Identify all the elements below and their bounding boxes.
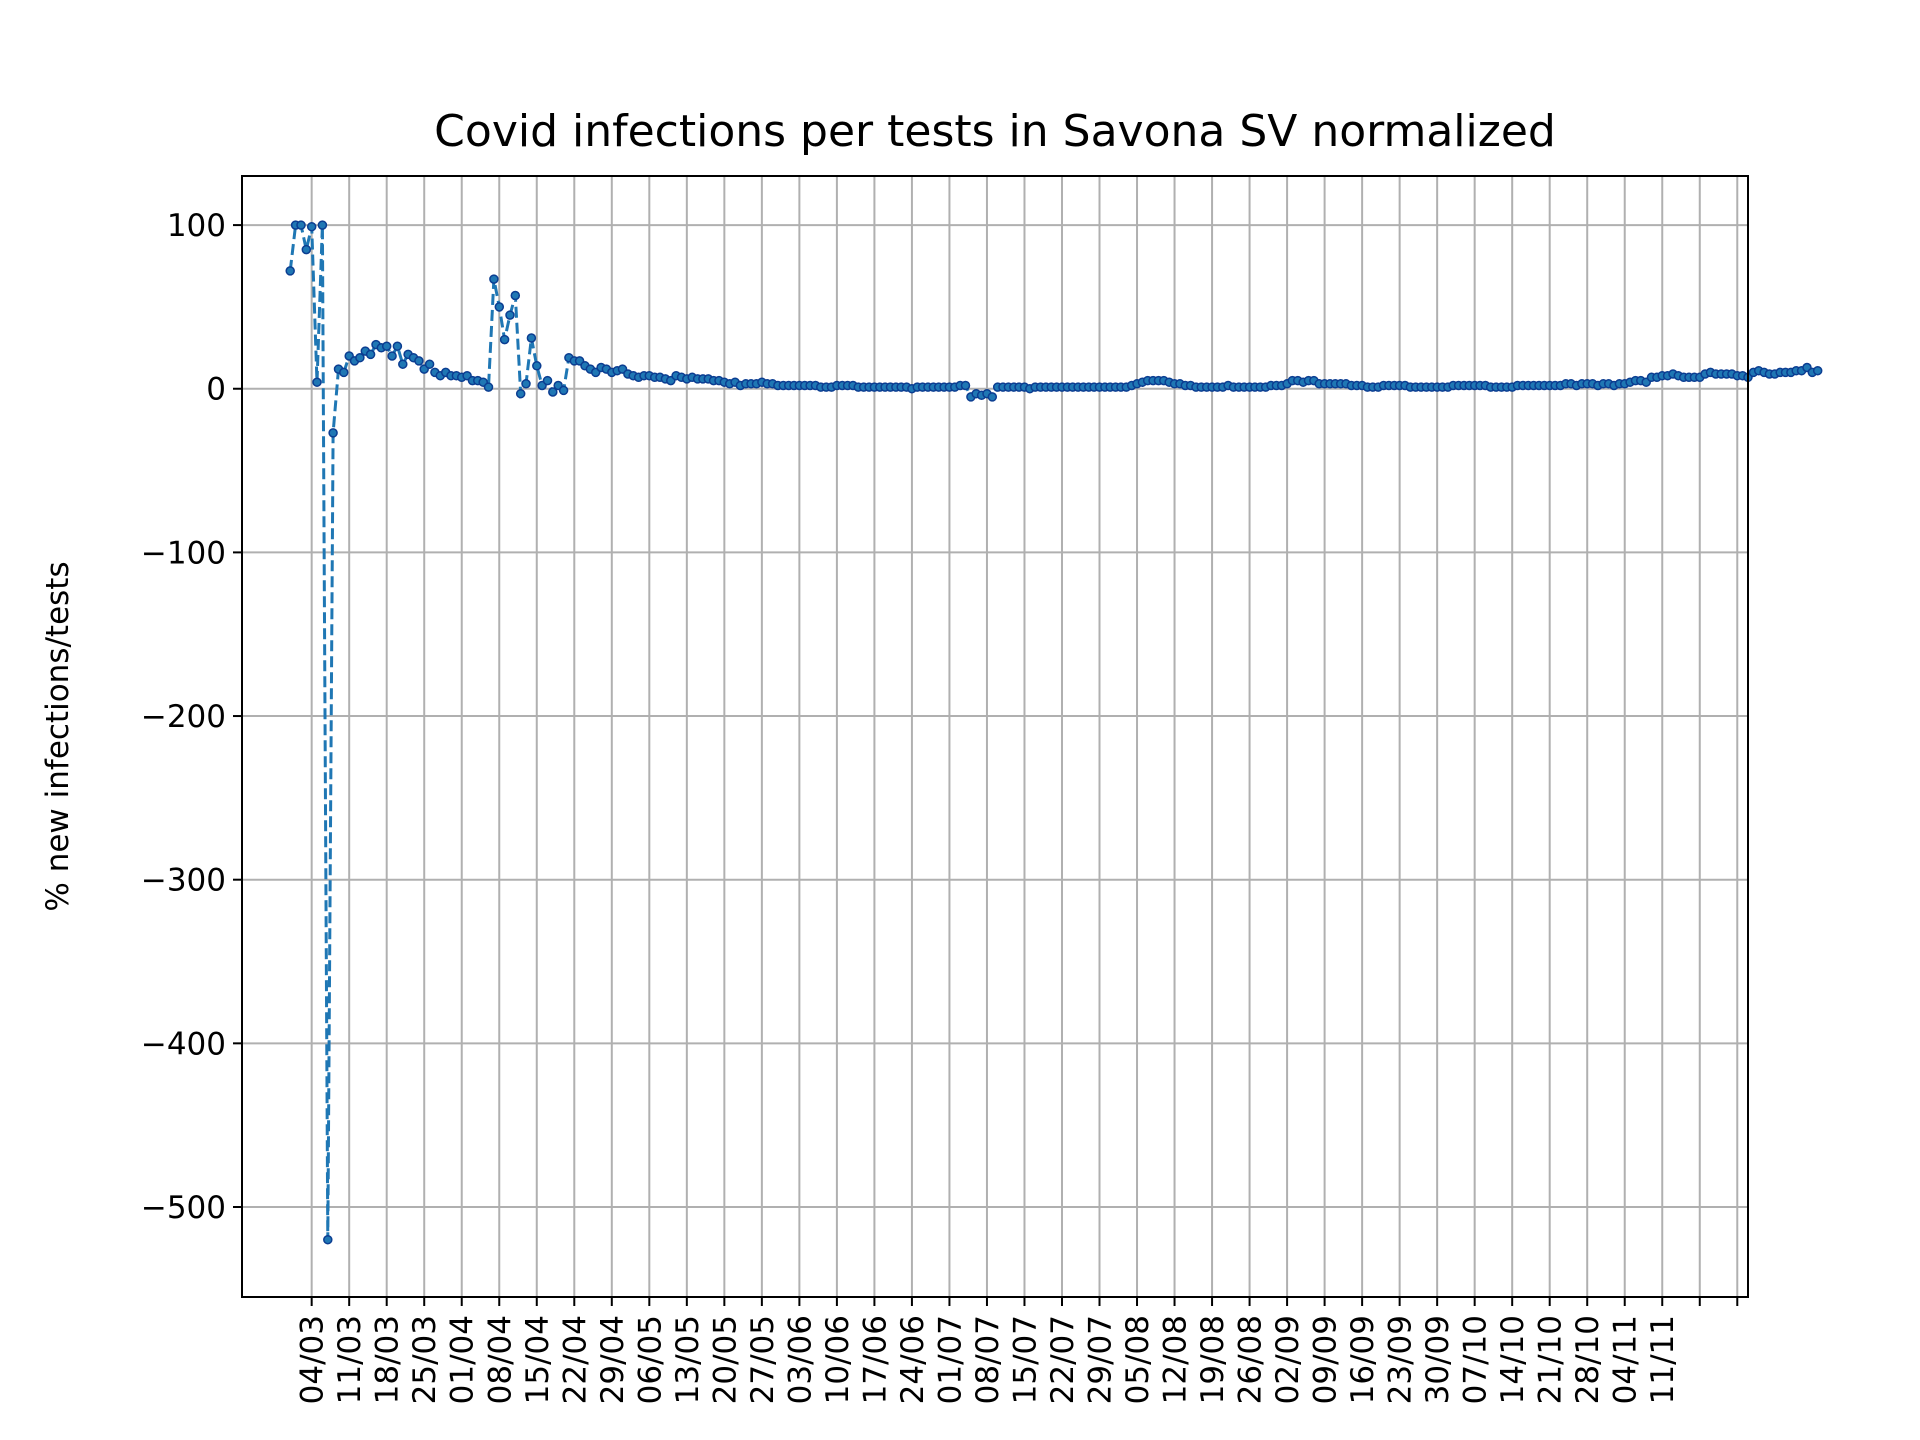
y-tick-label: 0 — [206, 372, 226, 408]
x-tick-label: 15/04 — [520, 1315, 556, 1404]
x-tick-label: 25/03 — [407, 1315, 443, 1404]
x-tick-label: 12/08 — [1158, 1315, 1194, 1404]
x-tick-label: 04/03 — [295, 1315, 331, 1404]
x-tick-label: 18/03 — [370, 1315, 406, 1404]
data-point — [499, 334, 510, 345]
data-point — [1812, 365, 1823, 376]
x-tick-label: 29/07 — [1083, 1315, 1119, 1404]
data-point — [306, 221, 317, 232]
x-tick-label: 29/04 — [595, 1315, 631, 1404]
x-tick-label: 21/10 — [1533, 1315, 1569, 1404]
data-point — [526, 333, 537, 343]
x-tick-label: 07/10 — [1458, 1315, 1494, 1404]
data-point — [339, 367, 349, 378]
data-point — [301, 244, 312, 255]
x-tick-label: 16/09 — [1345, 1315, 1381, 1404]
data-point — [483, 382, 494, 392]
y-tick-label: −200 — [141, 699, 226, 735]
x-tick-label: 26/08 — [1233, 1315, 1269, 1404]
data-point — [365, 349, 376, 360]
data-point — [398, 359, 408, 369]
x-tick-label: 27/05 — [745, 1315, 781, 1404]
data-point — [515, 388, 526, 399]
data-point — [558, 385, 569, 396]
data-point — [328, 428, 338, 438]
data-point — [312, 377, 322, 387]
data-point — [505, 310, 515, 320]
x-tick-label: 19/08 — [1195, 1315, 1231, 1404]
y-tick-label: 100 — [167, 208, 226, 244]
data-point — [987, 392, 998, 402]
data-point — [521, 379, 531, 389]
x-tick-label: 23/09 — [1383, 1315, 1419, 1404]
x-tick-label: 05/08 — [1120, 1315, 1156, 1404]
data-point — [355, 352, 365, 363]
data-point — [296, 220, 306, 230]
data-point — [414, 356, 424, 366]
x-tick-label: 11/03 — [332, 1315, 368, 1404]
x-axis: 04/03 11/03 18/03 25/03 01/04 08/04 15/04 22/04… — [295, 1297, 1739, 1404]
x-tick-label: 02/09 — [1270, 1315, 1306, 1404]
x-tick-label: 24/06 — [895, 1315, 931, 1404]
data-point — [494, 302, 505, 312]
data-point — [532, 361, 542, 371]
chart-title: Covid infections per tests in Savona SV … — [434, 106, 1556, 157]
data-point — [285, 266, 295, 276]
x-tick-label: 22/07 — [1045, 1315, 1081, 1404]
x-tick-label: 20/05 — [707, 1315, 743, 1404]
x-tick-label: 06/05 — [632, 1315, 668, 1404]
data-point — [381, 341, 392, 351]
data-point — [387, 351, 397, 361]
x-tick-label: 03/06 — [782, 1315, 818, 1404]
data-point — [548, 387, 558, 397]
y-tick-label: −400 — [141, 1026, 226, 1062]
data-point — [392, 341, 403, 351]
grid — [242, 176, 1748, 1297]
y-tick-label: −300 — [141, 863, 226, 899]
data-point — [542, 375, 553, 386]
x-tick-label: 08/04 — [482, 1315, 518, 1404]
data-point — [317, 220, 328, 230]
y-tick-label: −100 — [141, 535, 226, 571]
x-tick-label: 15/07 — [1007, 1315, 1043, 1404]
x-tick-label: 14/10 — [1495, 1315, 1531, 1404]
x-tick-label: 28/10 — [1570, 1315, 1606, 1404]
x-tick-label: 17/06 — [857, 1315, 893, 1404]
data-point — [960, 380, 971, 391]
x-tick-label: 13/05 — [670, 1315, 706, 1404]
x-tick-label: 08/07 — [970, 1315, 1006, 1404]
x-tick-label: 10/06 — [820, 1315, 856, 1404]
data-point — [489, 274, 499, 284]
x-tick-label: 30/09 — [1420, 1315, 1456, 1404]
x-tick-label: 11/11 — [1645, 1315, 1681, 1404]
x-tick-label: 22/04 — [557, 1315, 593, 1404]
x-tick-label: 01/07 — [932, 1315, 968, 1404]
data-point — [510, 290, 521, 301]
y-axis-label: % new infections/tests — [40, 561, 76, 911]
y-tick-label: −500 — [141, 1190, 226, 1226]
plot-frame — [241, 175, 1749, 1298]
x-tick-label: 04/11 — [1608, 1315, 1644, 1404]
data-point — [323, 1234, 333, 1245]
y-axis: 100 0 −100 −200 −300 −400 −500 — [141, 208, 242, 1226]
x-tick-label: 01/04 — [445, 1315, 481, 1404]
x-tick-label: 09/09 — [1308, 1315, 1344, 1404]
series-layer — [285, 220, 1823, 1245]
data-point — [424, 359, 435, 369]
